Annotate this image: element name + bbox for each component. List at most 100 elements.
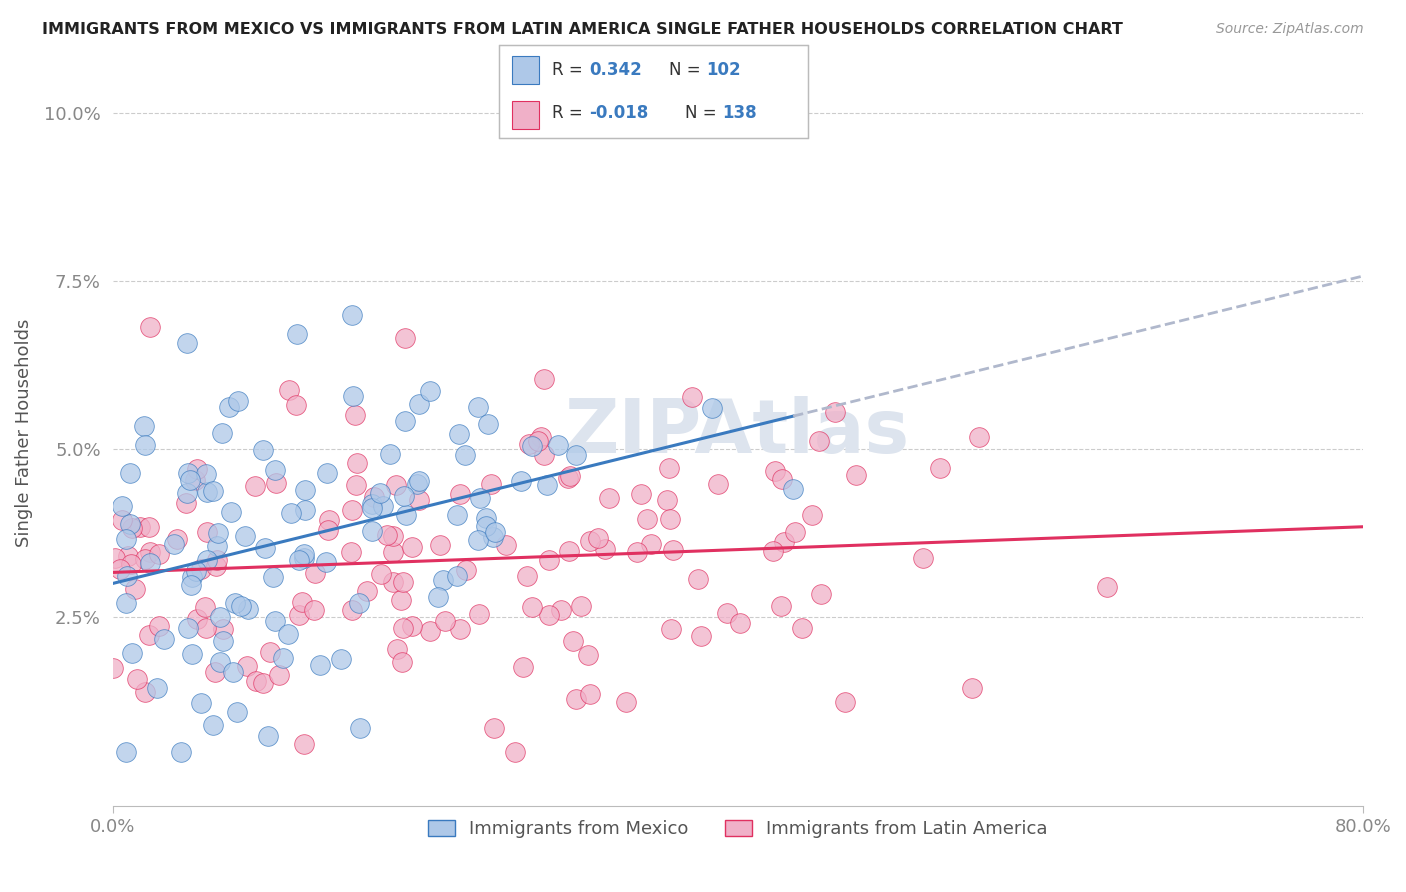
Point: [929, 461, 952, 475]
Point: [226, 705, 249, 719]
Point: [233, 529, 256, 543]
Point: [115, 569, 138, 583]
Point: [382, 574, 405, 589]
Point: [449, 622, 471, 636]
Point: [134, 438, 156, 452]
Point: [226, 393, 249, 408]
Point: [482, 530, 505, 544]
Point: [681, 390, 703, 404]
Point: [134, 552, 156, 566]
FancyBboxPatch shape: [512, 56, 540, 84]
Point: [467, 533, 489, 548]
Text: 138: 138: [721, 104, 756, 122]
Point: [180, 569, 202, 583]
Point: [174, 496, 197, 510]
Point: [361, 497, 384, 511]
Point: [391, 656, 413, 670]
Point: [294, 483, 316, 497]
Point: [578, 687, 600, 701]
Point: [658, 460, 681, 475]
Point: [195, 467, 218, 482]
Point: [392, 489, 415, 503]
Point: [392, 621, 415, 635]
Point: [302, 603, 325, 617]
Point: [911, 551, 934, 566]
Point: [565, 448, 588, 462]
Point: [176, 335, 198, 350]
Point: [375, 528, 398, 542]
Point: [308, 658, 330, 673]
Point: [138, 628, 160, 642]
Point: [380, 447, 402, 461]
Point: [533, 372, 555, 386]
Point: [194, 599, 217, 614]
Point: [120, 558, 142, 572]
Point: [208, 655, 231, 669]
Point: [344, 478, 367, 492]
Point: [586, 531, 609, 545]
Point: [626, 545, 648, 559]
Point: [537, 553, 560, 567]
Point: [170, 745, 193, 759]
Point: [468, 607, 491, 622]
Point: [186, 612, 208, 626]
Point: [636, 512, 658, 526]
Point: [340, 603, 363, 617]
Point: [395, 508, 418, 522]
Point: [845, 468, 868, 483]
Point: [392, 575, 415, 590]
Point: [477, 417, 499, 431]
Point: [382, 545, 405, 559]
Point: [186, 462, 208, 476]
Point: [349, 721, 371, 735]
Point: [218, 400, 240, 414]
Point: [495, 539, 517, 553]
Point: [394, 414, 416, 428]
Point: [569, 599, 592, 613]
Point: [190, 696, 212, 710]
Point: [176, 485, 198, 500]
Point: [824, 405, 846, 419]
Point: [118, 517, 141, 532]
Point: [271, 651, 294, 665]
Point: [593, 542, 616, 557]
Point: [184, 474, 207, 488]
Point: [108, 562, 131, 576]
Point: [263, 570, 285, 584]
Point: [467, 400, 489, 414]
Legend: Immigrants from Mexico, Immigrants from Latin America: Immigrants from Mexico, Immigrants from …: [420, 813, 1054, 846]
Point: [117, 549, 139, 563]
Point: [180, 647, 202, 661]
Point: [221, 665, 243, 679]
Point: [166, 532, 188, 546]
Point: [564, 692, 586, 706]
Point: [578, 533, 600, 548]
Point: [503, 745, 526, 759]
Point: [138, 319, 160, 334]
Point: [134, 685, 156, 699]
Point: [520, 600, 543, 615]
Text: IMMIGRANTS FROM MEXICO VS IMMIGRANTS FROM LATIN AMERICA SINGLE FATHER HOUSEHOLDS: IMMIGRANTS FROM MEXICO VS IMMIGRANTS FRO…: [42, 22, 1123, 37]
Point: [769, 599, 792, 614]
Point: [356, 583, 378, 598]
Point: [103, 550, 125, 565]
Point: [148, 619, 170, 633]
Point: [180, 578, 202, 592]
Point: [368, 486, 391, 500]
Point: [661, 543, 683, 558]
Point: [401, 619, 423, 633]
Point: [264, 476, 287, 491]
Point: [454, 563, 477, 577]
Point: [484, 525, 506, 540]
Point: [782, 482, 804, 496]
Point: [202, 718, 225, 732]
Text: Source: ZipAtlas.com: Source: ZipAtlas.com: [1216, 22, 1364, 37]
Point: [716, 606, 738, 620]
Point: [115, 745, 138, 759]
Point: [205, 553, 228, 567]
Point: [360, 500, 382, 515]
Point: [179, 473, 201, 487]
Point: [120, 466, 142, 480]
Point: [257, 729, 280, 743]
Point: [810, 587, 832, 601]
